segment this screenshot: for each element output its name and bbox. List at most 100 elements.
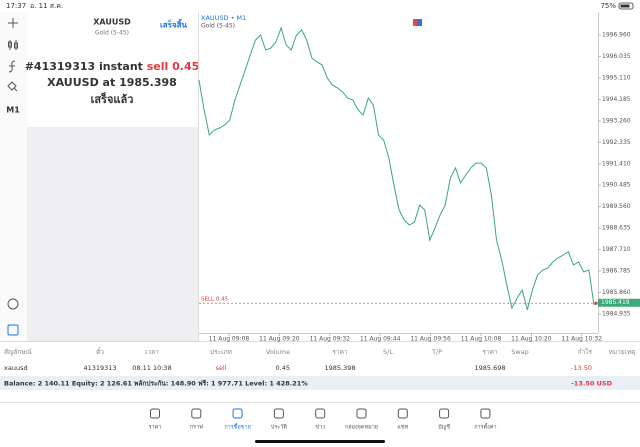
tab-icon[interactable] [397,408,408,419]
tab-icon[interactable] [356,408,367,419]
tab-label[interactable]: กราฟ [190,424,203,431]
table-cell[interactable]: 41319313 [83,364,116,372]
trade-icon[interactable] [7,324,19,336]
x-tick-label: 11 Aug 09:56 [410,336,451,343]
x-tick-label: 11 Aug 09:08 [209,336,250,343]
tab-label[interactable]: บัญชี [438,424,450,431]
x-tick-label: 11 Aug 10:32 [562,336,603,343]
bars-icon[interactable] [8,40,18,50]
column-header: สัญลักษณ์ [4,348,32,356]
last-price-box [598,298,640,307]
summary-bar [0,376,640,390]
order-number: #41319313 instant [25,60,147,73]
order-price: XAUUSD at 1985.398 [47,76,177,89]
one-click-icon-half[interactable] [417,19,422,26]
x-tick-label: 11 Aug 09:20 [259,336,300,343]
tab-label[interactable]: ข่าว [315,425,325,431]
y-tick-label: 1992.335 [602,139,631,146]
order-status: เสร็จแล้ว [91,92,134,106]
tab-label[interactable]: การซื้อขาย [224,423,250,431]
y-tick-label: 1996.035 [602,53,631,60]
table-cell[interactable]: sell [216,364,227,372]
tab-icon[interactable] [315,408,326,419]
y-tick-label: 1991.410 [602,160,631,167]
chart-symbol: XAUUSD • M1 [201,14,246,22]
home-indicator [255,440,385,443]
table-cell[interactable]: 0.45 [276,364,290,372]
column-header: S/L [383,348,393,356]
column-header: Volume [266,348,290,356]
status-time: 17:37 [6,2,26,10]
table-cell[interactable]: -13.50 [571,364,592,372]
table-cell[interactable]: 1985.398 [324,364,355,372]
table-cell[interactable]: 08.11 10:38 [132,364,171,372]
order-symbol[interactable]: XAUUSD [93,18,131,27]
y-tick-label: 1996.960 [602,31,631,38]
indicator-icon[interactable] [8,60,16,73]
y-tick-label: 1984.935 [602,310,631,317]
tab-label[interactable]: ราคา [149,425,162,431]
x-tick-label: 11 Aug 10:20 [511,336,552,343]
tab-icon[interactable] [191,408,202,419]
y-tick-label: 1986.785 [602,268,631,275]
tab-label[interactable]: กล่องจดหมาย [345,425,378,431]
table-cell[interactable]: xauusd [4,364,28,372]
order-panel [27,12,198,127]
tab-icon[interactable] [273,408,284,419]
column-header: หมายเหตุ [609,348,636,356]
y-tick-label: 1989.560 [602,203,631,210]
account-summary: Balance: 2 140.11 Equity: 2 126.61 พลักป… [4,380,308,388]
last-price-label: 1985.419 [601,299,630,306]
tab-icon[interactable] [439,408,450,419]
objects-icon[interactable] [7,81,18,92]
y-tick-label: 1995.110 [602,74,631,81]
column-header: ตั๋ว [96,347,104,356]
column-header: T/P [431,348,442,356]
order-line: #41319313 instant sell 0.45 [25,60,200,73]
status-date: อ. 11 ส.ค. [30,2,63,10]
battery-icon [618,2,634,10]
y-tick-label: 1994.185 [602,96,631,103]
price-line [198,26,595,311]
panel-blank [27,127,198,341]
clock-icon[interactable] [7,298,19,310]
x-tick-label: 11 Aug 09:32 [310,336,351,343]
tab-icon[interactable] [480,408,491,419]
x-tick-label: 11 Aug 09:44 [360,336,401,343]
toolbar [0,12,27,342]
tab-icon[interactable] [232,408,243,419]
table-cell[interactable]: 1985.698 [474,364,505,372]
column-header: เวลา [145,348,159,356]
divider [0,341,640,342]
order-description: Gold (5-45) [95,30,129,37]
chart-description: Gold (5-45) [201,23,235,30]
column-header: ราคา [482,348,497,356]
order-marker [594,301,598,305]
y-tick-label: 1985.860 [602,289,631,296]
crosshair-icon [8,18,18,28]
column-header: ประเภท [210,348,232,356]
tab-divider [0,402,640,403]
y-tick-label: 1987.710 [602,246,631,253]
tab-icon[interactable] [150,408,160,419]
timeframe[interactable]: M1 [6,106,20,115]
status-battery: 75% [600,2,616,10]
toolbar-icons [7,18,19,336]
column-header: Swap [511,348,529,356]
summary-profit: -13.50 USD [571,380,612,388]
y-tick-label: 1988.635 [602,225,631,232]
tab-label[interactable]: ประวัติ [271,424,287,431]
y-tick-label: 1993.260 [602,117,631,124]
column-header: ราคา [332,348,347,356]
y-tick-label: 1990.485 [602,182,631,189]
x-tick-label: 11 Aug 10:08 [461,336,502,343]
tab-label[interactable]: การตั้งค่า [474,423,496,431]
battery-level [620,4,630,8]
order-action: sell 0.45 [147,60,200,73]
column-header: กำไร [578,348,593,356]
order-level-label: SELL 0.45 [201,297,229,303]
done-button[interactable]: เสร็จสิ้น [160,19,187,30]
tab-label[interactable]: แชท [397,424,408,431]
